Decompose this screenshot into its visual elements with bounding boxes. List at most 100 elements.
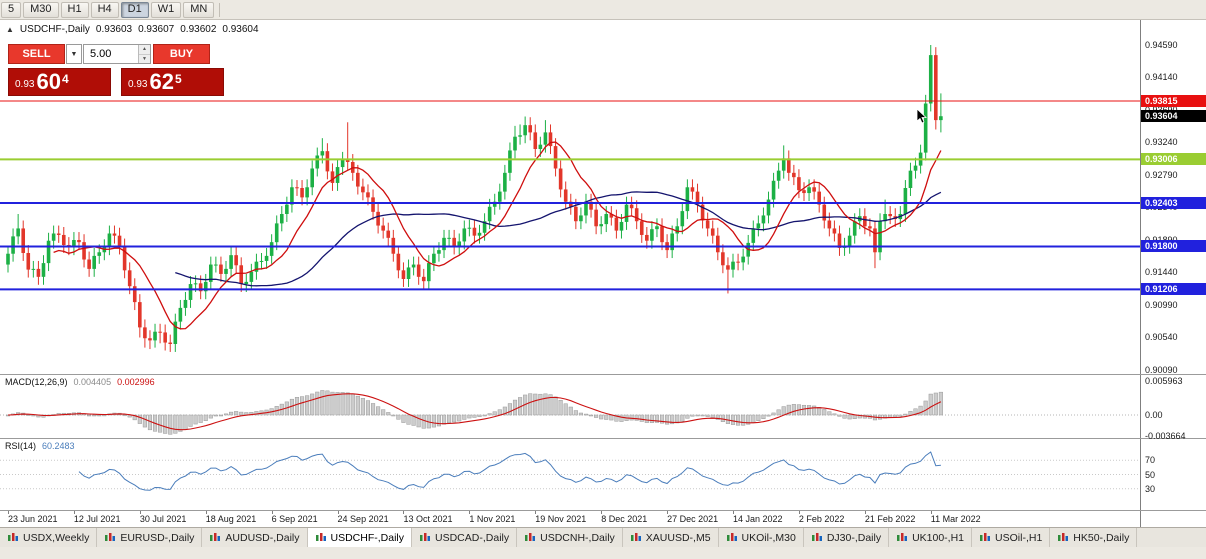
- time-axis-tick: [337, 511, 339, 514]
- bar-open-value: 0.93603: [95, 24, 133, 35]
- sell-price-prefix: 0.93: [15, 79, 35, 90]
- sell-price-pip: 4: [61, 72, 69, 86]
- time-axis-tick: [469, 511, 471, 514]
- time-axis-tick: [733, 511, 734, 514]
- price-tick-label: 0.92790: [1145, 169, 1178, 180]
- time-axis-label: 8 Dec 2021: [601, 514, 648, 524]
- timeframe-button-mn[interactable]: MN: [183, 1, 215, 18]
- time-axis-label: 14 Jan 2022: [733, 514, 783, 524]
- time-axis-label: 30 Jul 2021: [139, 514, 187, 524]
- timeframe-button-w1[interactable]: W1: [150, 1, 182, 18]
- buy-price-main: 62: [149, 69, 174, 94]
- time-axis-label: 21 Feb 2022: [864, 514, 916, 524]
- support-line-1-badge: 0.93006: [1141, 153, 1206, 166]
- ma-slow-line: [175, 191, 942, 287]
- one-click-panel-toggle-icon[interactable]: ▲: [6, 25, 14, 34]
- chart-tab-hk50-daily[interactable]: HK50-,Daily: [1050, 528, 1138, 547]
- buy-price-prefix: 0.93: [128, 79, 148, 90]
- chart-icon: [104, 532, 116, 543]
- support-line-4-badge: 0.91206: [1141, 283, 1206, 296]
- time-axis-label: 13 Oct 2021: [403, 514, 453, 524]
- chart-tab-bar: USDX,Weekly EURUSD-,Daily AUDUSD-,Daily USD…: [0, 527, 1206, 547]
- volume-options-dropdown[interactable]: ▼: [66, 44, 82, 64]
- window-bottom-strip: [0, 547, 1206, 559]
- chart-header: ▲ USDCHF-,Daily 0.93603 0.93607 0.93602 …: [6, 24, 259, 35]
- time-axis-label: 12 Jul 2021: [73, 514, 121, 524]
- pane-divider-dates: [0, 510, 1206, 511]
- volume-field: ▲ ▼: [83, 44, 151, 64]
- chart-tab-usdx-weekly[interactable]: USDX,Weekly: [0, 528, 98, 547]
- volume-input[interactable]: [84, 45, 138, 63]
- rsi-level-label: 30: [1145, 483, 1156, 494]
- support-line-2-badge: 0.92403: [1141, 196, 1206, 209]
- price-tick-label: 0.90540: [1145, 332, 1178, 343]
- time-axis-tick: [864, 511, 866, 514]
- macd-main-value: 0.004405: [73, 377, 112, 387]
- chart-tab-uk100-h1[interactable]: UK100-,H1: [889, 528, 973, 547]
- support-line-3-badge: 0.91800: [1141, 240, 1206, 253]
- chart-tab-xauusd-m5[interactable]: XAUUSD-,M5: [623, 528, 719, 547]
- timeframe-toolbar: 5 M30 H1 H4 D1 W1 MN: [0, 0, 1206, 20]
- chart-icon: [524, 532, 536, 543]
- chart-tab-ukoil-m30[interactable]: UKOil-,M30: [719, 528, 804, 547]
- chart-icon: [630, 532, 642, 543]
- chart-tab-usdcnh-daily[interactable]: USDCNH-,Daily: [517, 528, 623, 547]
- time-axis-label: 1 Nov 2021: [469, 514, 516, 524]
- price-tick-label: 0.93690: [1145, 105, 1178, 115]
- time-axis-label: 24 Sep 2021: [337, 514, 389, 524]
- macd-name: MACD(12,26,9): [5, 377, 68, 387]
- pane-divider-rsi[interactable]: [0, 438, 1206, 439]
- time-axis-label: 6 Sep 2021: [271, 514, 318, 524]
- chart-icon: [419, 532, 431, 543]
- rsi-level-label: 70: [1145, 455, 1156, 466]
- buy-button[interactable]: BUY: [153, 44, 210, 64]
- rsi-value: 60.2483: [42, 441, 75, 451]
- chart-tab-usoil-h1[interactable]: USOil-,H1: [972, 528, 1051, 547]
- chart-tab-eurusd-daily[interactable]: EURUSD-,Daily: [97, 528, 203, 547]
- volume-decrease-button[interactable]: ▼: [139, 54, 150, 63]
- macd-label: MACD(12,26,9) 0.004405 0.002996: [5, 377, 155, 387]
- rsi-line: [78, 451, 941, 491]
- time-axis-label: 19 Nov 2021: [535, 514, 587, 524]
- time-axis-label: 2 Feb 2022: [798, 514, 845, 524]
- time-axis-tick: [403, 511, 405, 514]
- rsi-indicator-pane[interactable]: [0, 439, 1140, 510]
- buy-price-display[interactable]: 0.93 62 5: [121, 68, 224, 96]
- sell-button[interactable]: SELL: [8, 44, 65, 64]
- buy-price-pip: 5: [174, 72, 182, 86]
- price-tick-label: 0.91440: [1145, 267, 1178, 278]
- time-axis-tick: [798, 511, 800, 514]
- time-axis-tick: [667, 511, 669, 514]
- chart-icon: [896, 532, 908, 543]
- macd-histogram: [5, 390, 943, 435]
- macd-indicator-pane[interactable]: [0, 375, 1140, 438]
- one-click-trading-panel: SELL ▼ ▲ ▼ BUY 0.93 60 4 0.93 62 5: [8, 44, 224, 96]
- sell-price-display[interactable]: 0.93 60 4: [8, 68, 111, 96]
- price-tick-label: 0.93240: [1145, 137, 1178, 148]
- chart-tab-usdchf-daily[interactable]: USDCHF-,Daily: [307, 528, 413, 547]
- timeframe-button-h1[interactable]: H1: [60, 1, 89, 18]
- volume-stepper: ▲ ▼: [138, 45, 150, 63]
- time-axis-label: 23 Jun 2021: [8, 514, 58, 524]
- timeframe-button-h4[interactable]: H4: [90, 1, 119, 18]
- time-axis-tick: [8, 511, 9, 514]
- time-axis-tick: [535, 511, 537, 514]
- time-axis-label: 11 Mar 2022: [930, 514, 981, 524]
- timeframe-button-5[interactable]: 5: [1, 1, 22, 18]
- pane-divider-macd[interactable]: [0, 374, 1206, 375]
- chart-icon: [315, 532, 327, 543]
- price-tick-label: 0.91890: [1145, 235, 1178, 245]
- time-axis[interactable]: [0, 511, 1206, 527]
- timeframe-button-d1[interactable]: D1: [120, 1, 149, 18]
- timeframe-button-m30[interactable]: M30: [23, 1, 59, 18]
- chart-tab-usdcad-daily[interactable]: USDCAD-,Daily: [412, 528, 518, 547]
- macd-signal-value: 0.002996: [117, 377, 155, 387]
- volume-increase-button[interactable]: ▲: [139, 45, 150, 55]
- rsi-level-label: 50: [1145, 469, 1156, 480]
- time-axis-tick: [930, 511, 932, 514]
- chart-tab-audusd-daily[interactable]: AUDUSD-,Daily: [202, 528, 308, 547]
- toolbar-separator: [219, 2, 221, 17]
- rsi-label: RSI(14) 60.2483: [5, 441, 75, 451]
- chevron-down-icon: ▼: [70, 50, 78, 58]
- chart-tab-dj30-daily[interactable]: DJ30-,Daily: [804, 528, 890, 547]
